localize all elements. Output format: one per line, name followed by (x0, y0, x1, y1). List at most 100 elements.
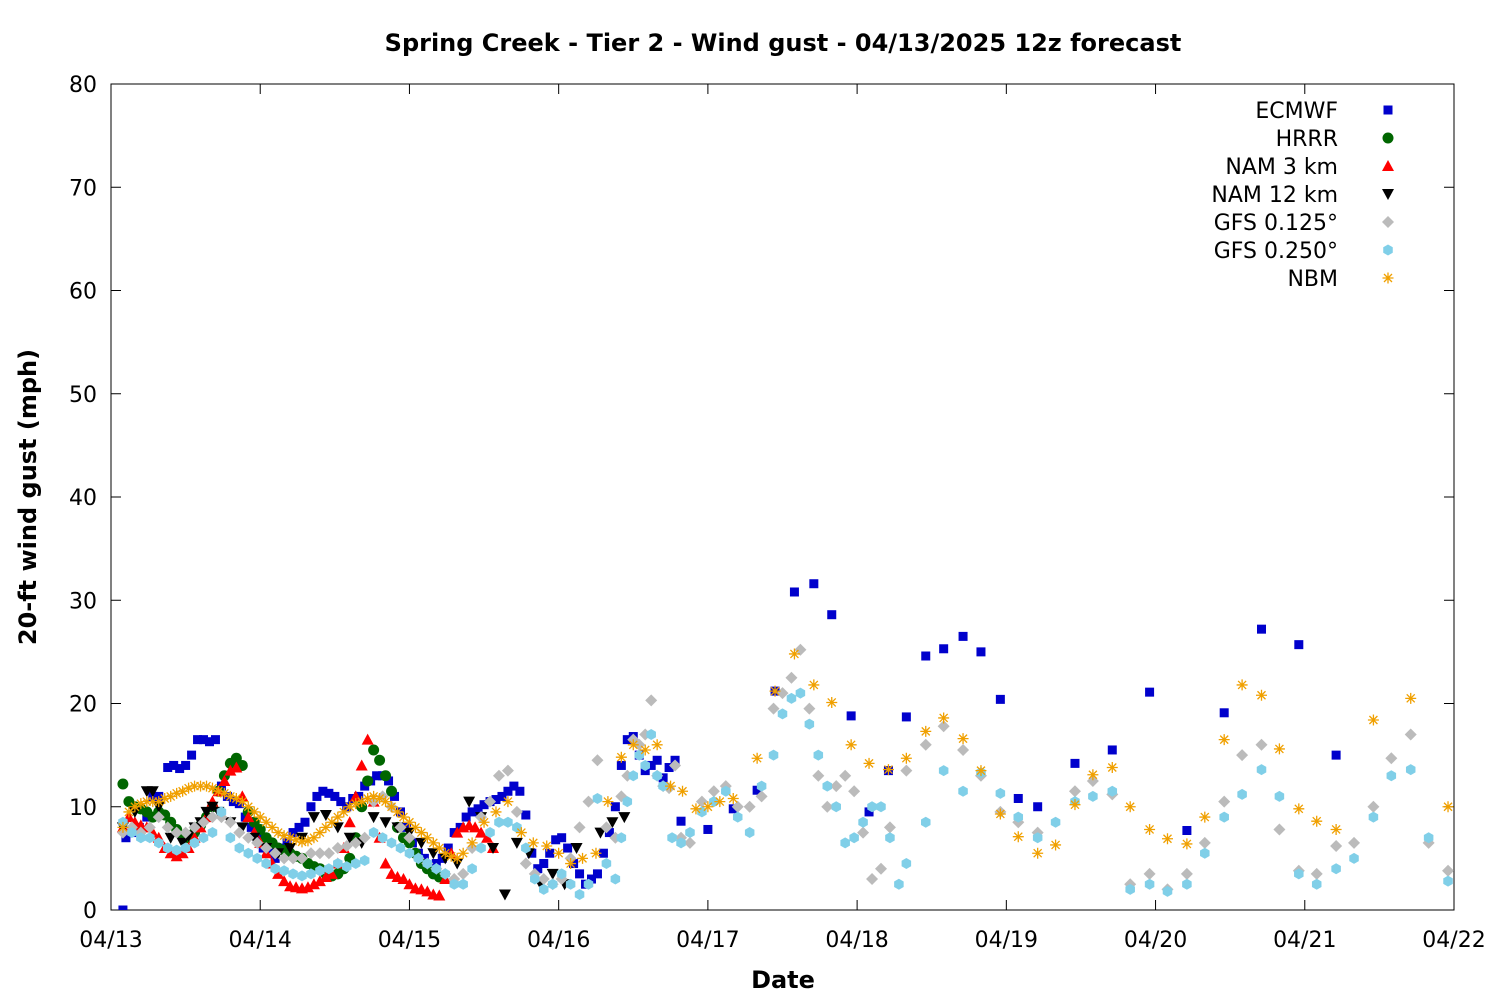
point-nam-3-km (176, 847, 189, 859)
point-nbm (201, 780, 213, 792)
point-gfs-0-250 (386, 837, 397, 849)
point-gfs-0-125 (591, 754, 604, 767)
point-gfs-0-250 (1050, 816, 1061, 828)
point-ecmwf (210, 735, 220, 745)
point-ecmwf (479, 800, 489, 810)
point-ecmwf (921, 651, 931, 661)
point-gfs-0-250 (652, 770, 662, 782)
point-gfs-0-125 (501, 764, 514, 777)
point-nam-3-km (403, 878, 416, 890)
legend-label-nam-3-km: NAM 3 km (1225, 155, 1338, 180)
point-gfs-0-250 (279, 865, 289, 877)
point-gfs-0-250 (685, 827, 695, 839)
point-ecmwf (1107, 745, 1117, 755)
legend-label-nam-12-km: NAM 12 km (1211, 183, 1338, 208)
y-tick-label: 30 (69, 589, 97, 614)
point-ecmwf (515, 786, 525, 796)
point-ecmwf (575, 869, 585, 879)
point-ecmwf (216, 781, 226, 791)
point-gfs-0-125 (803, 702, 816, 715)
point-gfs-0-250 (1349, 852, 1359, 864)
point-nbm (490, 806, 502, 818)
point-nbm (882, 764, 894, 776)
point-gfs-0-250 (958, 785, 968, 797)
point-nbm (788, 648, 800, 660)
point-gfs-0-250 (1311, 878, 1322, 890)
point-gfs-0-250 (1032, 832, 1043, 844)
point-gfs-0-125 (1348, 836, 1361, 849)
point-ecmwf (187, 750, 197, 760)
point-nbm (320, 821, 332, 833)
legend-marker-nam-3-km (1382, 160, 1394, 171)
point-nbm (159, 792, 171, 804)
point-gfs-0-250 (1331, 863, 1341, 875)
point-nam-3-km (433, 889, 446, 901)
point-gfs-0-250 (342, 861, 352, 873)
point-gfs-0-125 (848, 785, 861, 798)
point-nbm (308, 832, 320, 844)
point-gfs-0-125 (857, 826, 870, 839)
point-gfs-0-250 (616, 832, 627, 844)
point-gfs-0-250 (1107, 785, 1118, 797)
point-gfs-0-250 (306, 868, 316, 880)
point-nbm (478, 816, 490, 828)
point-ecmwf (324, 788, 334, 798)
point-nbm (1311, 815, 1323, 827)
point-ecmwf (181, 760, 191, 770)
point-gfs-0-250 (368, 827, 379, 839)
point-ecmwf (703, 824, 713, 834)
y-tick-label: 0 (83, 899, 97, 924)
point-nbm (195, 780, 207, 792)
point-nbm (1087, 769, 1099, 781)
point-gfs-0-125 (1143, 867, 1156, 880)
point-nbm (577, 852, 589, 864)
point-gfs-0-250 (831, 801, 841, 813)
point-ecmwf (282, 838, 292, 848)
point-nbm (338, 806, 350, 818)
point-ecmwf (864, 807, 874, 817)
point-gfs-0-125 (785, 671, 798, 684)
point-gfs-0-250 (777, 708, 788, 720)
point-nam-3-km (272, 867, 285, 879)
point-nbm (615, 751, 627, 763)
point-gfs-0-250 (198, 832, 209, 844)
point-gfs-0-250 (574, 889, 585, 901)
point-ecmwf (939, 644, 949, 654)
point-gfs-0-125 (1180, 867, 1193, 880)
point-gfs-0-250 (189, 837, 200, 849)
point-nam-3-km (278, 875, 291, 887)
point-nbm (677, 785, 689, 797)
point-nam-3-km (230, 761, 243, 773)
point-gfs-0-125 (224, 816, 237, 829)
point-ecmwf (336, 797, 346, 807)
point-nbm (826, 696, 838, 708)
legend-marker-gfs-0-125 (1382, 216, 1394, 228)
point-gfs-0-125 (170, 826, 183, 839)
point-nbm (212, 785, 224, 797)
point-gfs-0-125 (1404, 728, 1417, 741)
point-nbm (1330, 823, 1342, 835)
point-nbm (900, 752, 912, 764)
point-gfs-0-125 (179, 826, 192, 839)
point-nbm (433, 842, 445, 854)
point-gfs-0-125 (358, 831, 371, 844)
point-gfs-0-250 (333, 858, 343, 870)
point-ecmwf (1033, 802, 1043, 812)
point-nbm (421, 832, 433, 844)
point-gfs-0-250 (1256, 764, 1267, 776)
point-nbm (1442, 801, 1454, 813)
point-gfs-0-125 (161, 821, 174, 834)
point-nam-12-km (206, 801, 219, 813)
point-gfs-0-250 (1386, 770, 1397, 782)
point-nam-3-km (421, 885, 434, 897)
point-nbm (284, 832, 296, 844)
point-nbm (248, 806, 260, 818)
point-gfs-0-250 (1405, 764, 1416, 776)
point-gfs-0-250 (252, 852, 262, 864)
point-ecmwf (846, 711, 856, 721)
point-ecmwf (652, 755, 662, 765)
point-nbm (362, 792, 374, 804)
point-nbm (590, 847, 602, 859)
point-ecmwf (246, 822, 256, 832)
point-nam-12-km (498, 889, 511, 901)
